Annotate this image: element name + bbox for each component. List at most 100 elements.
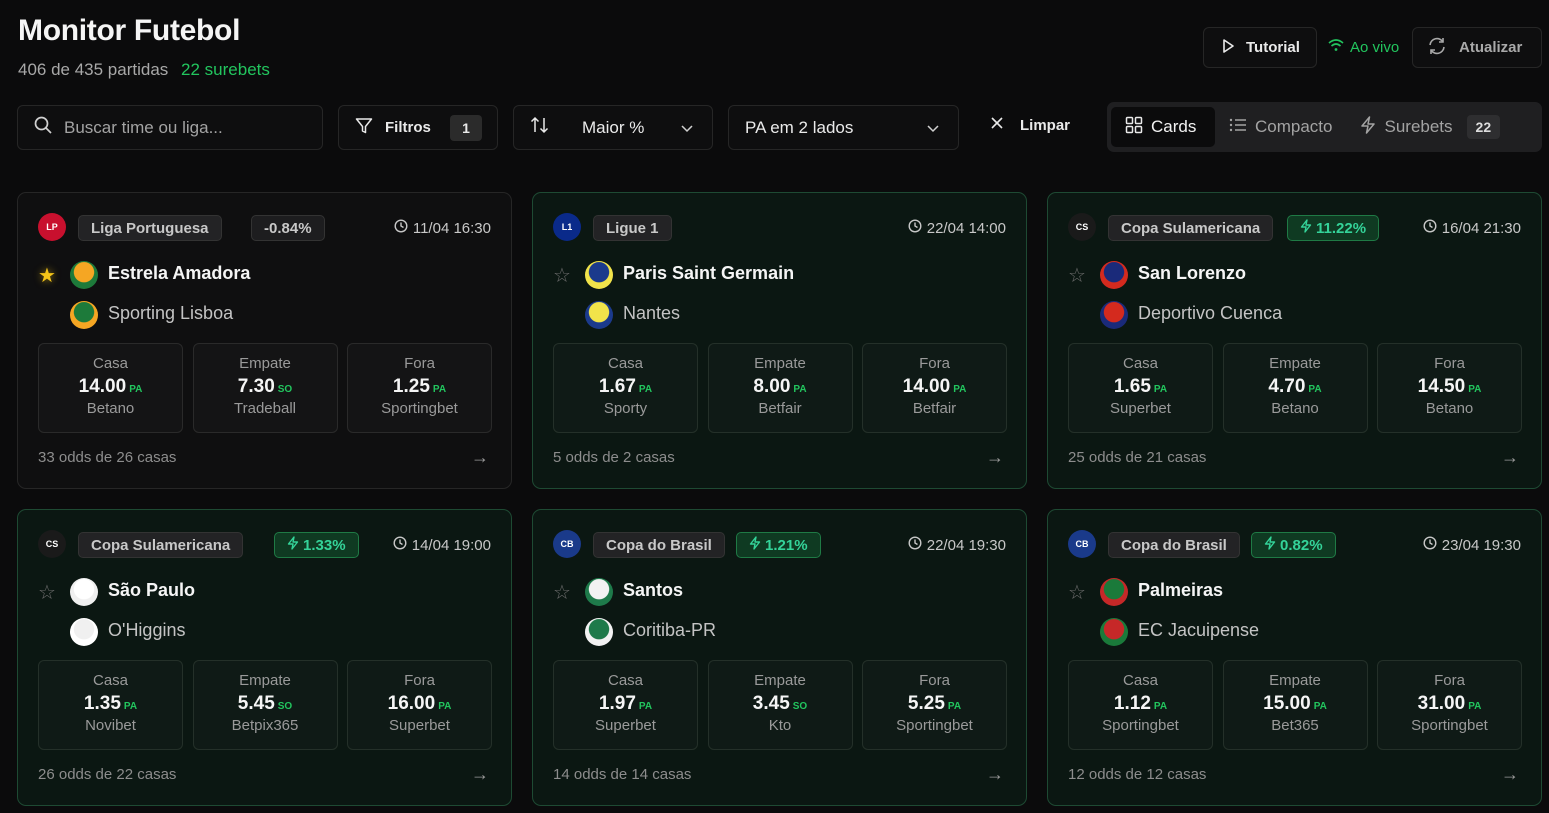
tab-cards[interactable]: Cards <box>1111 107 1215 147</box>
away-team-name: Deportivo Cuenca <box>1138 303 1283 323</box>
odd-bookmaker: Betano <box>1425 400 1474 417</box>
tab-compact[interactable]: Compacto <box>1215 107 1346 147</box>
odd-value: 7.30 SO <box>237 376 293 397</box>
favorite-star-icon[interactable]: ☆ <box>38 582 56 604</box>
live-label: Ao vivo <box>1350 38 1400 56</box>
odd-bookmaker: Sportingbet <box>1102 717 1179 734</box>
odd-market-tag: PA <box>123 701 138 712</box>
clock-icon <box>908 219 922 237</box>
clock-icon <box>393 536 407 554</box>
away-team-crest-icon <box>1100 618 1128 646</box>
tutorial-button[interactable]: Tutorial <box>1203 27 1317 68</box>
refresh-button[interactable]: Atualizar <box>1412 27 1542 68</box>
odd-market-tag: SO <box>277 701 293 712</box>
odd-outcome-label: Fora <box>1434 672 1465 689</box>
away-team-crest-icon <box>1100 301 1128 329</box>
match-card[interactable]: L1 Ligue 1 20.48% 22/04 14:00 ☆ Paris Sa… <box>532 192 1306 489</box>
odd-box[interactable]: Empate 8.00 PA Betfair <box>707 343 853 433</box>
odd-box[interactable]: Empate 5.45 SO Betpix365 <box>192 660 338 750</box>
clear-label: Limpar <box>1020 116 1071 134</box>
odd-box[interactable]: Fora 14.50 PA Betano <box>1377 343 1522 433</box>
clock-icon <box>1423 219 1437 237</box>
favorite-star-icon[interactable]: ☆ <box>553 582 571 604</box>
filters-button[interactable]: Filtros 1 <box>338 105 498 150</box>
odd-box[interactable]: Casa 1.35 PA Novibet <box>38 660 183 750</box>
odd-box[interactable]: Empate 15.00 PA Bet365 <box>1222 660 1368 750</box>
play-icon <box>1220 38 1236 58</box>
odd-box[interactable]: Casa 14.00 PA Betano <box>38 343 183 433</box>
profit-badge: 1.33% <box>274 532 359 558</box>
arrow-right-icon[interactable]: → <box>471 447 489 467</box>
odd-value: 14.00 PA <box>902 376 967 397</box>
odd-value: 14.00 PA <box>78 376 143 397</box>
arrow-right-icon[interactable]: → <box>986 764 1004 784</box>
odd-outcome-label: Empate <box>754 672 806 689</box>
favorite-star-icon[interactable]: ☆ <box>1068 265 1086 287</box>
home-team-crest-icon <box>1100 261 1128 289</box>
arrow-right-icon[interactable]: → <box>471 764 489 784</box>
sort-label: Maior % <box>582 117 645 137</box>
odd-box[interactable]: Empate 3.45 SO Kto <box>707 660 853 750</box>
odd-box[interactable]: Empate 4.70 PA Betano <box>1222 343 1368 433</box>
match-card[interactable]: CB Copa do Brasil 0.82% 23/04 19:30 ☆ Pa… <box>1047 509 1542 806</box>
odd-box[interactable]: Fora 5.25 PA Sportingbet <box>862 660 1007 750</box>
pa-label: PA em 2 lados <box>745 117 854 137</box>
odd-value: 16.00 PA <box>387 693 452 714</box>
match-card[interactable]: CS Copa Sulamericana 1.33% 14/04 19:00 ☆… <box>17 509 512 806</box>
league-logo-icon: LP <box>38 213 66 241</box>
odd-market-tag: PA <box>438 701 452 712</box>
odd-box[interactable]: Fora 16.00 PA Superbet <box>347 660 492 750</box>
pa-select[interactable]: PA em 2 lados <box>728 105 959 150</box>
odd-box[interactable]: Empate 7.30 SO Tradeball <box>192 343 338 433</box>
league-logo-icon: CS <box>38 530 66 558</box>
tab-surebets[interactable]: Surebets 22 <box>1346 107 1514 147</box>
odd-value: 8.00 PA <box>753 376 807 397</box>
odd-value: 5.45 SO <box>237 693 293 714</box>
favorite-star-icon[interactable]: ★ <box>38 265 56 287</box>
odds-summary: 25 odds de 21 casas <box>1068 449 1207 466</box>
match-card[interactable]: CB Copa do Brasil 1.21% 22/04 19:30 ☆ Sa… <box>532 509 1027 806</box>
league-badge: Copa do Brasil <box>1108 532 1240 558</box>
odd-bookmaker: Sportingbet <box>896 717 973 734</box>
filters-count-badge: 1 <box>450 114 482 141</box>
odd-box[interactable]: Fora 14.00 PA Betfair <box>862 343 1007 433</box>
odd-box[interactable]: Casa 1.12 PA Sportingbet <box>1068 660 1213 750</box>
arrow-right-icon[interactable]: → <box>1501 447 1519 467</box>
odd-outcome-label: Fora <box>919 355 950 372</box>
odd-bookmaker: Sporty <box>603 400 648 417</box>
home-team-crest-icon <box>585 261 613 289</box>
odd-box[interactable]: Fora 31.00 PA Sportingbet <box>1377 660 1522 750</box>
odd-box[interactable]: Casa 1.65 PA Superbet <box>1068 343 1213 433</box>
odd-bookmaker: Superbet <box>595 717 656 734</box>
profit-badge: 1.21% <box>736 532 821 558</box>
odd-bookmaker: Betano <box>86 400 135 417</box>
odd-market-tag: PA <box>638 701 653 712</box>
odd-outcome-label: Empate <box>239 355 291 372</box>
arrow-right-icon[interactable]: → <box>986 447 1004 467</box>
odd-box[interactable]: Fora 1.25 PA Sportingbet <box>347 343 492 433</box>
odd-value: 5.25 PA <box>907 693 962 714</box>
live-indicator[interactable]: Ao vivo <box>1328 38 1399 56</box>
odd-bookmaker: Tradeball <box>234 400 296 417</box>
league-logo-icon: L1 <box>553 213 581 241</box>
odd-bookmaker: Bet365 <box>1271 717 1319 734</box>
match-card[interactable]: CS Copa Sulamericana 11.22% 16/04 21:30 … <box>1047 192 1542 489</box>
clock-icon <box>908 536 922 554</box>
odd-box[interactable]: Casa 1.67 PA Sporty <box>553 343 698 433</box>
match-datetime: 14/04 19:00 <box>393 536 491 554</box>
matches-count: 406 de 435 partidas <box>18 60 169 79</box>
clear-filters-button[interactable]: Limpar <box>990 116 1070 134</box>
odd-outcome-label: Casa <box>92 672 129 689</box>
odd-outcome-label: Empate <box>239 672 291 689</box>
search-input[interactable]: Buscar time ou liga... <box>17 105 323 150</box>
arrow-right-icon[interactable]: → <box>1501 764 1519 784</box>
favorite-star-icon[interactable]: ☆ <box>553 265 571 287</box>
sort-select[interactable]: Maior % <box>513 105 713 150</box>
tab-cards-label: Cards <box>1151 117 1197 136</box>
odd-market-tag: PA <box>1468 384 1482 395</box>
match-card[interactable]: LP Liga Portuguesa -0.84% 11/04 16:30 ★ … <box>17 192 512 489</box>
favorite-star-icon[interactable]: ☆ <box>1068 582 1086 604</box>
odd-market-tag: PA <box>1468 701 1482 712</box>
odd-market-tag: PA <box>947 701 962 712</box>
odd-box[interactable]: Casa 1.97 PA Superbet <box>553 660 698 750</box>
